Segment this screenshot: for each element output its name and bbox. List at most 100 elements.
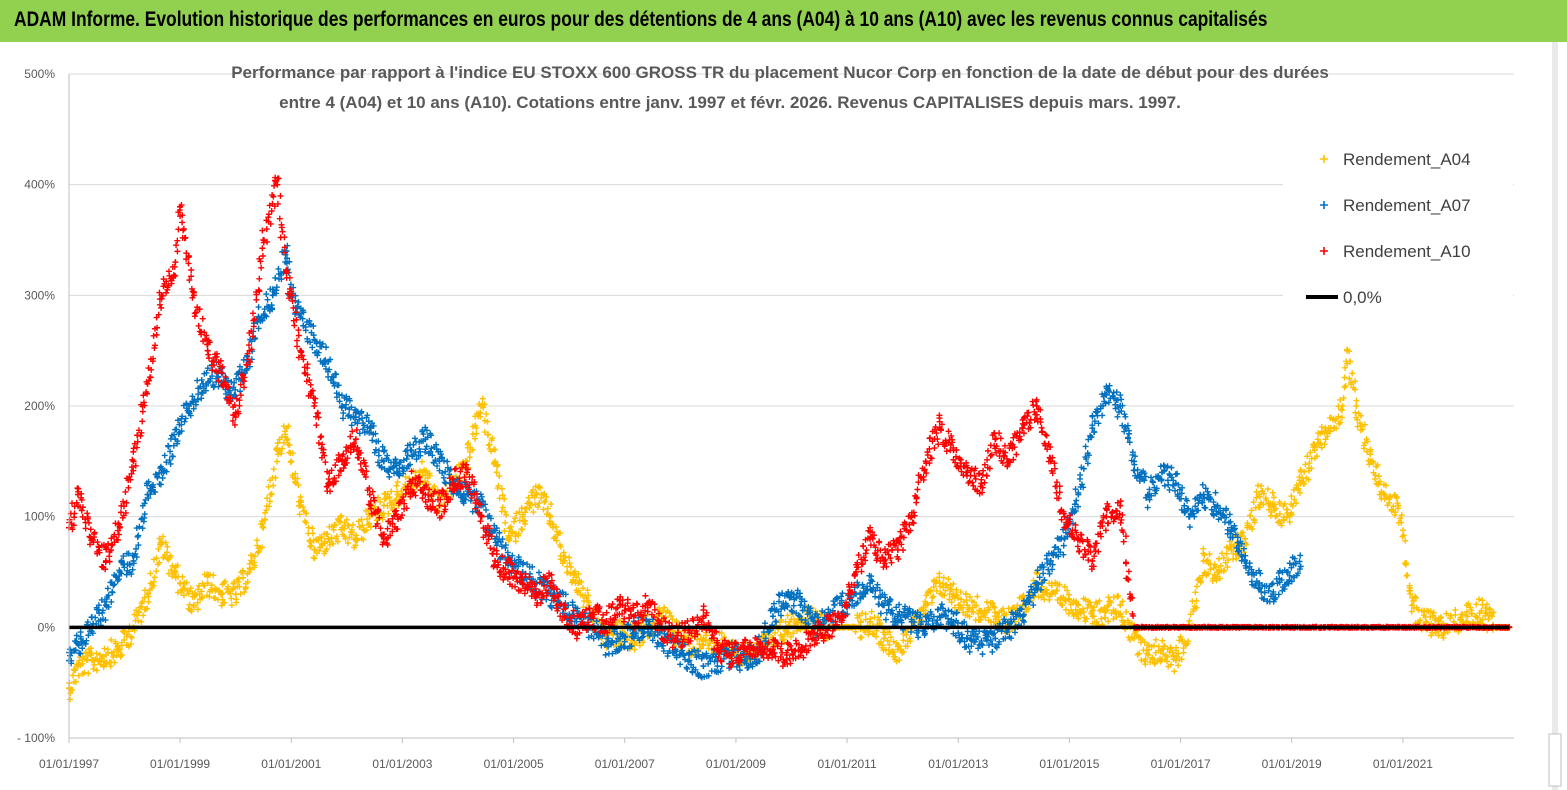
scatter-mark <box>543 493 550 500</box>
scatter-mark <box>264 495 271 502</box>
scatter-mark <box>542 498 549 505</box>
scatter-mark <box>283 437 290 444</box>
scatter-mark <box>330 540 337 547</box>
scatter-mark <box>518 505 525 512</box>
scatter-mark <box>297 497 304 504</box>
scatter-mark <box>394 478 401 485</box>
scatter-mark <box>502 519 509 526</box>
scatter-mark <box>244 578 251 585</box>
scatter-mark <box>360 536 367 543</box>
scatter-mark <box>240 568 247 575</box>
scatter-mark <box>419 458 426 465</box>
scatter-mark <box>363 527 370 534</box>
scatter-mark <box>533 489 540 496</box>
scatter-mark <box>183 579 190 586</box>
scatter-mark <box>265 483 272 490</box>
scatter-mark <box>258 518 265 525</box>
scatter-mark <box>261 516 268 523</box>
scatter-mark <box>483 411 490 418</box>
scatter-mark <box>515 530 522 537</box>
scatter-mark <box>513 510 520 517</box>
scatter-mark <box>315 537 322 544</box>
scatter-mark <box>502 508 509 515</box>
scatter-mark <box>388 488 395 495</box>
scatter-mark <box>546 512 553 519</box>
report-banner-title: ADAM Informe. Evolution historique des p… <box>14 8 1268 31</box>
data-point <box>1353 403 1360 409</box>
scatter-mark <box>247 566 254 573</box>
scatter-mark <box>402 473 409 480</box>
scatter-mark <box>309 530 316 537</box>
scatter-mark <box>236 583 243 590</box>
scatter-mark <box>164 543 171 550</box>
scatter-mark <box>330 526 337 533</box>
scatter-mark <box>481 429 488 436</box>
scatter-mark <box>481 417 488 424</box>
scatter-mark <box>311 546 318 553</box>
scatter-mark <box>144 605 151 612</box>
scatter-mark <box>346 534 353 541</box>
scatter-mark <box>510 518 517 525</box>
scatter-mark <box>496 495 503 502</box>
scatter-mark <box>128 634 135 641</box>
scatter-mark <box>254 549 261 556</box>
scatter-mark <box>384 502 391 509</box>
scatter-mark <box>156 559 163 566</box>
scatter-mark <box>295 482 302 489</box>
scatter-mark <box>72 678 79 685</box>
scatter-mark <box>391 501 398 508</box>
scatter-mark <box>216 587 223 594</box>
scatter-mark <box>311 555 318 562</box>
scatter-mark <box>190 603 197 610</box>
scatter-mark <box>79 660 86 667</box>
scatter-mark <box>262 509 269 516</box>
scatter-mark <box>115 647 122 654</box>
scatter-mark <box>522 509 529 516</box>
scatter-mark <box>540 491 547 498</box>
scatter-mark <box>289 450 296 457</box>
scatter-mark <box>153 555 160 562</box>
scatter-mark <box>150 578 157 585</box>
scatter-mark <box>337 513 344 520</box>
scatter-mark <box>393 482 400 489</box>
scatter-mark <box>113 652 120 659</box>
scatter-mark <box>493 469 500 476</box>
scatter-mark <box>275 451 282 458</box>
scatter-mark <box>509 528 516 535</box>
scatter-mark <box>512 515 519 522</box>
scatter-mark <box>237 590 244 597</box>
scatter-mark <box>192 592 199 599</box>
scatter-mark <box>120 629 127 636</box>
scatter-mark <box>278 450 285 457</box>
scatter-mark <box>522 520 529 527</box>
scatter-mark <box>85 670 92 677</box>
scatter-mark <box>377 498 384 505</box>
scatter-mark <box>279 445 286 452</box>
scatter-mark <box>97 661 104 668</box>
scatter-mark <box>198 588 205 595</box>
scatter-mark <box>323 546 330 553</box>
scatter-mark <box>180 592 187 599</box>
scatter-mark <box>287 459 294 466</box>
scatter-mark <box>194 586 201 593</box>
scatter-mark <box>171 567 178 574</box>
scatter-mark <box>546 517 553 524</box>
chart-canvas: - 100%0%100%200%300%400%500%01/01/1997 01… <box>0 42 1567 790</box>
scatter-mark <box>187 585 194 592</box>
scatter-mark <box>135 617 142 624</box>
scatter-mark <box>110 654 117 661</box>
scatter-mark <box>135 609 142 616</box>
scatter-mark <box>147 570 154 577</box>
scatter-mark <box>540 506 547 513</box>
scatter-mark <box>228 602 235 609</box>
scatter-mark <box>121 636 128 643</box>
scatter-mark <box>159 533 166 540</box>
scatter-mark <box>358 516 365 523</box>
scatter-mark <box>479 395 486 402</box>
scatter-mark <box>496 473 503 480</box>
scatter-mark <box>266 498 273 505</box>
scatter-mark <box>386 494 393 501</box>
scatter-mark <box>328 534 335 541</box>
scatter-mark <box>241 589 248 596</box>
scatter-mark <box>393 496 400 503</box>
